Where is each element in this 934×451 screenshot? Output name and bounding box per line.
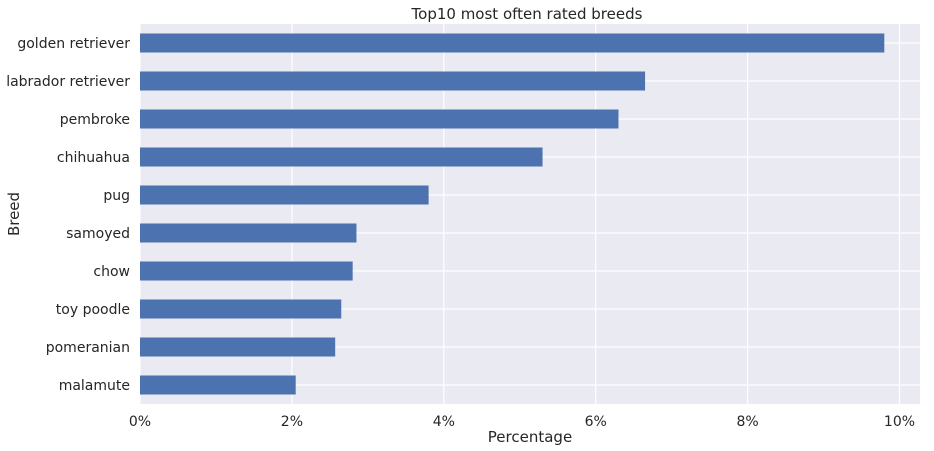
y-tick-label: pembroke bbox=[60, 112, 130, 128]
y-tick-label: chow bbox=[93, 264, 130, 280]
x-tick-label: 6% bbox=[585, 414, 607, 430]
x-tick-label: 8% bbox=[736, 414, 758, 430]
chart-title: Top10 most often rated breeds bbox=[411, 5, 643, 23]
y-tick-label: toy poodle bbox=[56, 302, 130, 318]
bar bbox=[140, 109, 619, 129]
bars bbox=[140, 33, 885, 395]
y-tick-label: samoyed bbox=[66, 226, 130, 242]
x-tick-label: 2% bbox=[281, 414, 303, 430]
y-tick-label: golden retriever bbox=[17, 36, 130, 52]
bar bbox=[140, 223, 357, 243]
y-tick-label: pug bbox=[103, 188, 130, 204]
bar bbox=[140, 299, 342, 319]
y-tick-label: chihuahua bbox=[57, 150, 130, 166]
bar bbox=[140, 33, 885, 53]
bar bbox=[140, 337, 336, 357]
x-tick-label: 0% bbox=[129, 414, 151, 430]
y-tick-label: labrador retriever bbox=[6, 74, 130, 90]
bar bbox=[140, 185, 429, 205]
x-axis-label: Percentage bbox=[488, 428, 572, 446]
bar bbox=[140, 375, 296, 395]
bar bbox=[140, 147, 543, 167]
y-tick-labels: golden retriever labrador retriever pembro… bbox=[6, 36, 130, 394]
bar bbox=[140, 71, 646, 91]
x-tick-label: 4% bbox=[433, 414, 455, 430]
y-axis-label: Breed bbox=[5, 192, 23, 236]
x-tick-label: 10% bbox=[884, 414, 915, 430]
y-tick-label: malamute bbox=[59, 378, 130, 394]
x-tick-labels: 0% 2% 4% 6% 8% 10% bbox=[129, 414, 915, 430]
bar bbox=[140, 261, 353, 281]
y-tick-label: pomeranian bbox=[46, 340, 130, 356]
